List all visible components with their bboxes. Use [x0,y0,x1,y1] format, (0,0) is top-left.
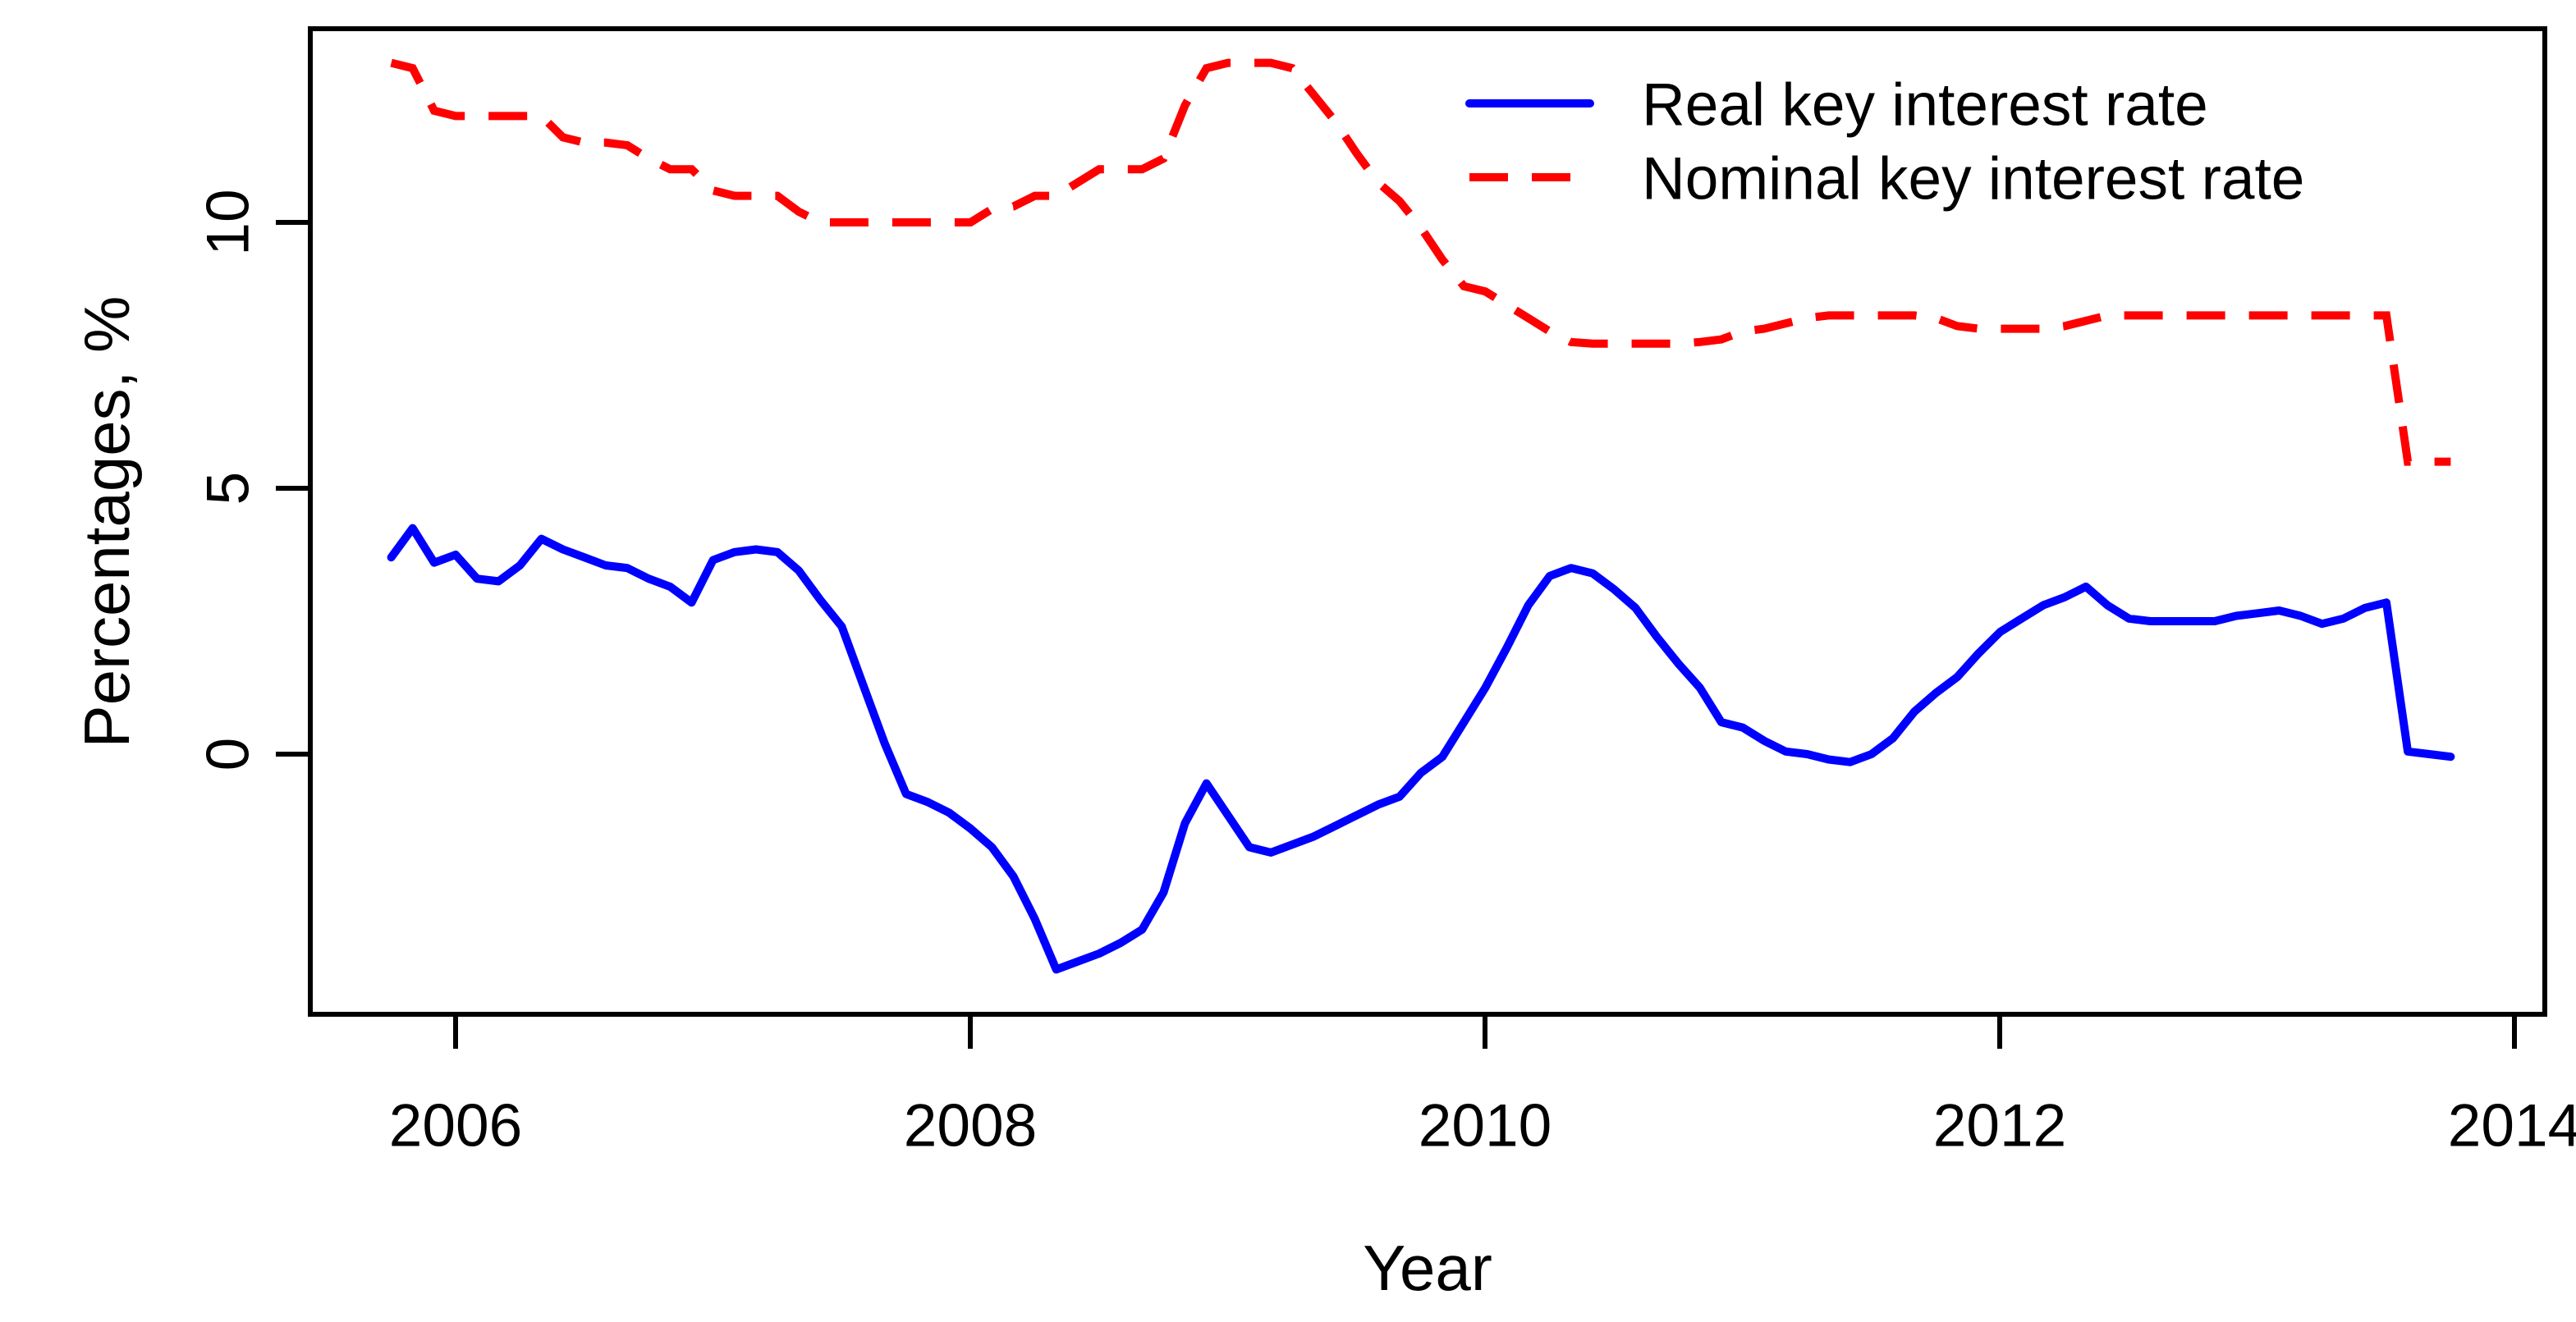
x-tick-label-2014: 2014 [2448,1093,2576,1160]
y-axis-title: Percentages, % [71,296,143,748]
legend-label-nominal: Nominal key interest rate [1642,146,2304,213]
x-tick-label-2010: 2010 [1419,1093,1552,1160]
y-axis-ticks [276,220,310,757]
x-tick-label-2012: 2012 [1933,1093,2066,1160]
legend: Real key interest rate Nominal key inter… [1465,72,2304,213]
x-axis-title: Year [1363,1232,1492,1304]
plot-box [308,26,2547,1017]
x-tick-label-2008: 2008 [904,1093,1037,1160]
x-tick-label-2006: 2006 [389,1093,522,1160]
legend-label-real: Real key interest rate [1642,72,2208,139]
series-real [387,524,2455,974]
x-axis-labels: 2006 2008 2010 2012 2014 [389,1093,2576,1160]
y-tick-label-10: 10 [195,189,262,255]
series-nominal [390,58,2451,466]
x-axis-ticks [453,1014,2517,1049]
y-tick-label-5: 5 [195,472,262,505]
y-axis-labels: 0 5 10 [195,189,262,771]
y-tick-label-0: 0 [195,738,262,771]
